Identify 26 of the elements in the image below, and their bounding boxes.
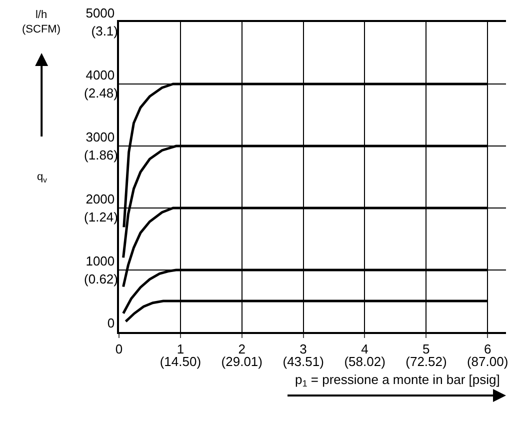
x2-tick-label: (58.02)	[344, 354, 386, 369]
y-tick-label: 4000	[86, 68, 115, 83]
x-tick-label: 1	[176, 341, 184, 356]
y2-tick-label: (3.1)	[91, 24, 118, 39]
x-tick-label: 2	[238, 341, 246, 356]
y-tick-label: 3000	[86, 130, 115, 145]
y-tick-label: 5000	[86, 6, 115, 21]
x-axis-title: p$_{1}$ = pressione a monte in bar [psig]	[295, 372, 500, 389]
y-axis-title: l/h (SCFM)	[22, 9, 60, 36]
x2-tick-label: (14.50)	[160, 354, 202, 369]
y2-tick-label: (1.24)	[84, 210, 118, 225]
x2-tick-label: (43.51)	[282, 354, 324, 369]
text: q$_{v}$	[37, 171, 48, 184]
x-tick-label: 3	[300, 341, 307, 356]
x2-tick-label: (87.00)	[466, 354, 508, 369]
x-tick-label: 5	[422, 341, 430, 356]
y-tick-label: 0	[107, 316, 115, 331]
y-tick-label: 2000	[86, 192, 115, 207]
y-tick-label: 1000	[86, 254, 115, 269]
x2-tick-label: (29.01)	[221, 354, 262, 369]
x2-tick-label: (72.52)	[406, 354, 447, 369]
y2-tick-label: (2.48)	[84, 86, 118, 101]
x-tick-label: 6	[484, 341, 492, 356]
y2-tick-label: (1.86)	[84, 148, 118, 163]
y2-tick-label: (0.62)	[84, 272, 118, 287]
x-tick-label: 4	[361, 341, 368, 356]
